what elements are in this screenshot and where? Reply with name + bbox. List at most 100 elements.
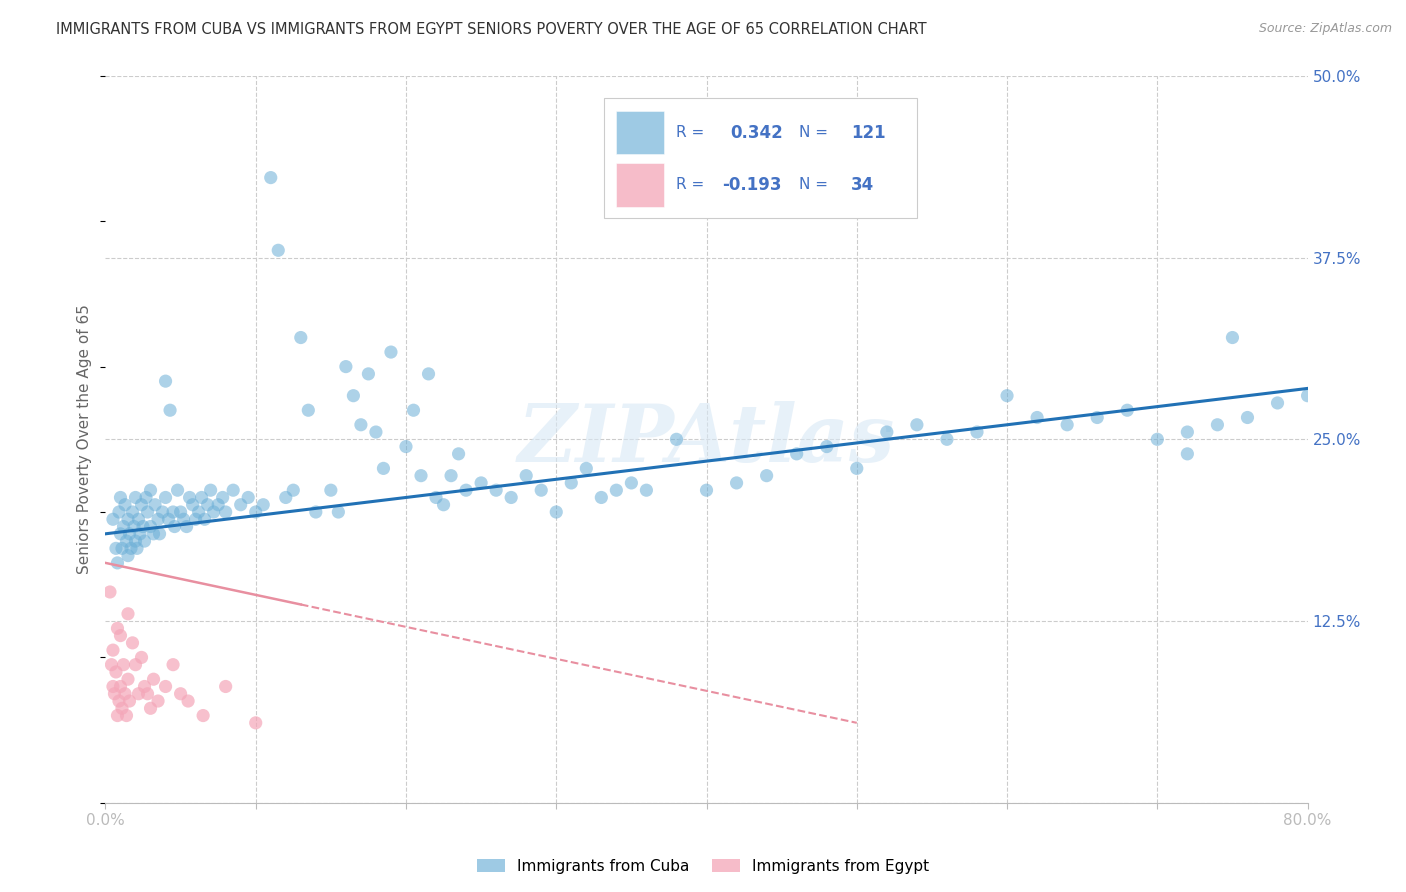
Point — [402, 403, 425, 417]
Point — [111, 701, 134, 715]
Point — [190, 491, 212, 505]
Point — [155, 491, 177, 505]
Point — [1267, 396, 1289, 410]
Point — [148, 526, 170, 541]
Text: N =: N = — [799, 178, 832, 193]
Point — [169, 505, 191, 519]
Point — [357, 367, 380, 381]
Point — [1085, 410, 1108, 425]
Point — [159, 403, 181, 417]
Point — [260, 170, 283, 185]
FancyBboxPatch shape — [605, 97, 917, 218]
Point — [665, 433, 688, 447]
Point — [173, 512, 195, 526]
Point — [335, 359, 357, 374]
Point — [454, 483, 477, 498]
Point — [696, 483, 718, 498]
Point — [135, 491, 157, 505]
Point — [117, 512, 139, 526]
Point — [194, 512, 217, 526]
Point — [395, 440, 418, 454]
Point — [191, 708, 214, 723]
Legend: Immigrants from Cuba, Immigrants from Egypt: Immigrants from Cuba, Immigrants from Eg… — [471, 853, 935, 880]
Point — [108, 694, 131, 708]
Point — [101, 512, 124, 526]
Point — [124, 491, 146, 505]
Text: Source: ZipAtlas.com: Source: ZipAtlas.com — [1258, 22, 1392, 36]
Point — [485, 483, 508, 498]
Point — [169, 687, 191, 701]
Point — [267, 244, 290, 258]
Point — [134, 534, 156, 549]
Point — [1146, 433, 1168, 447]
Point — [115, 534, 138, 549]
Point — [100, 657, 122, 672]
Point — [118, 526, 141, 541]
Point — [121, 505, 143, 519]
Point — [214, 680, 236, 694]
Point — [142, 672, 165, 686]
Point — [146, 694, 169, 708]
Point — [297, 403, 319, 417]
Point — [129, 526, 152, 541]
Point — [245, 505, 267, 519]
Point — [1056, 417, 1078, 432]
Point — [110, 680, 132, 694]
Point — [1222, 330, 1244, 344]
Text: R =: R = — [676, 125, 710, 140]
Point — [120, 541, 142, 556]
Point — [115, 708, 138, 723]
Point — [1296, 389, 1319, 403]
Point — [143, 498, 166, 512]
Point — [815, 440, 838, 454]
Point — [136, 505, 159, 519]
Point — [936, 433, 959, 447]
Point — [214, 505, 236, 519]
Text: R =: R = — [676, 178, 710, 193]
Point — [222, 483, 245, 498]
Point — [121, 636, 143, 650]
FancyBboxPatch shape — [616, 111, 665, 154]
Point — [146, 512, 169, 526]
Point — [110, 526, 132, 541]
Point — [114, 498, 136, 512]
Point — [125, 541, 148, 556]
Point — [605, 483, 627, 498]
Point — [290, 330, 312, 344]
Point — [636, 483, 658, 498]
Text: -0.193: -0.193 — [723, 176, 782, 194]
Point — [187, 505, 209, 519]
FancyBboxPatch shape — [616, 163, 665, 207]
Point — [238, 491, 260, 505]
Point — [103, 687, 125, 701]
Point — [1206, 417, 1229, 432]
Point — [139, 701, 162, 715]
Point — [117, 549, 139, 563]
Point — [207, 498, 229, 512]
Point — [245, 715, 267, 730]
Point — [177, 694, 200, 708]
Point — [440, 468, 463, 483]
Point — [202, 505, 225, 519]
Point — [905, 417, 928, 432]
Point — [530, 483, 553, 498]
Point — [725, 475, 748, 490]
Point — [876, 425, 898, 439]
Point — [995, 389, 1018, 403]
Point — [1175, 447, 1198, 461]
Point — [1116, 403, 1139, 417]
Text: ZIPAtlas: ZIPAtlas — [517, 401, 896, 478]
Point — [501, 491, 523, 505]
Point — [470, 475, 492, 490]
Point — [1236, 410, 1258, 425]
Point — [128, 687, 150, 701]
Point — [283, 483, 305, 498]
Y-axis label: Seniors Poverty Over the Age of 65: Seniors Poverty Over the Age of 65 — [77, 304, 93, 574]
Point — [380, 345, 402, 359]
Point — [131, 650, 153, 665]
Point — [373, 461, 395, 475]
Point — [107, 556, 129, 570]
Point — [515, 468, 537, 483]
Point — [252, 498, 274, 512]
Point — [101, 643, 124, 657]
